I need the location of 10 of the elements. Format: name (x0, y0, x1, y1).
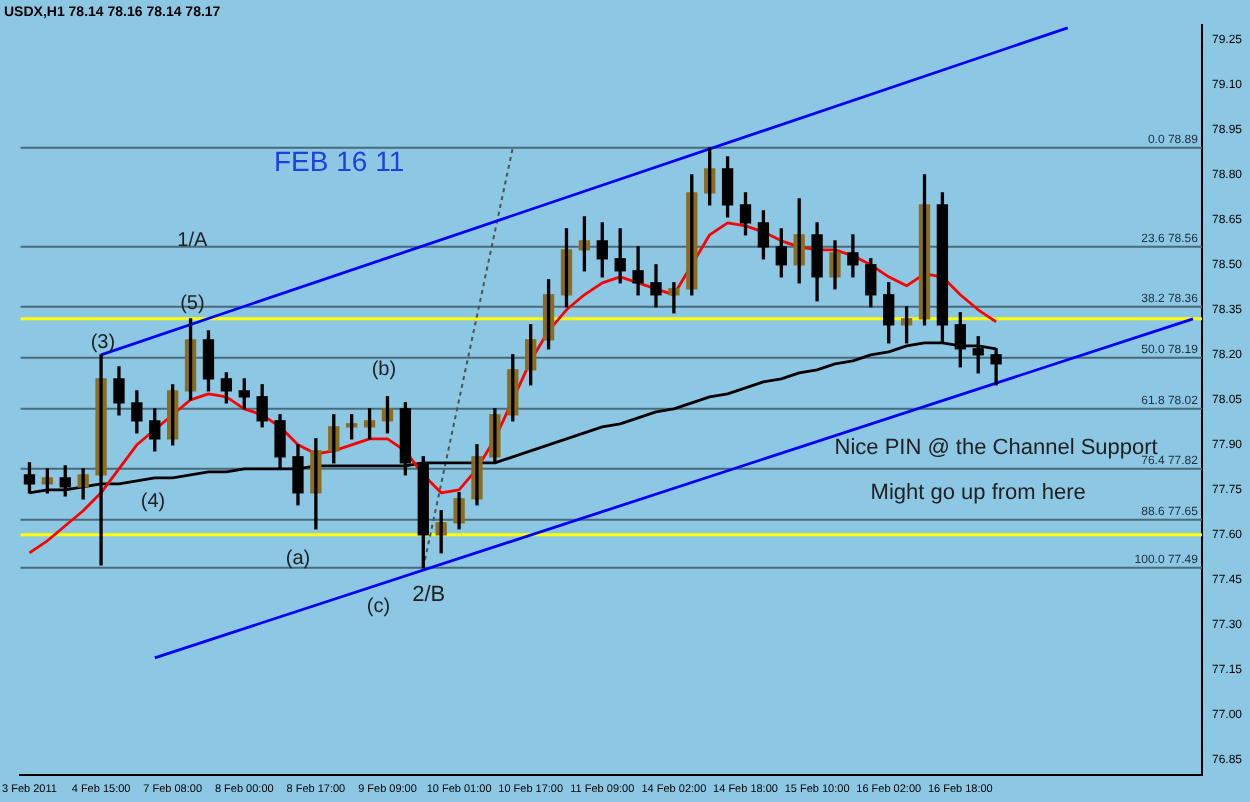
annotation: (5) (180, 293, 205, 316)
annotation: 1/A (177, 230, 209, 253)
annotation: 2/B (412, 582, 446, 607)
annotation: (3) (90, 332, 116, 355)
annotation: (4) (140, 491, 166, 514)
annotation: (b) (371, 359, 397, 382)
annotation: Might go up from here (870, 480, 1086, 505)
annotation: (a) (285, 548, 311, 571)
annotation: FEB 16 11 (274, 144, 405, 177)
annotation: (c) (366, 596, 391, 619)
